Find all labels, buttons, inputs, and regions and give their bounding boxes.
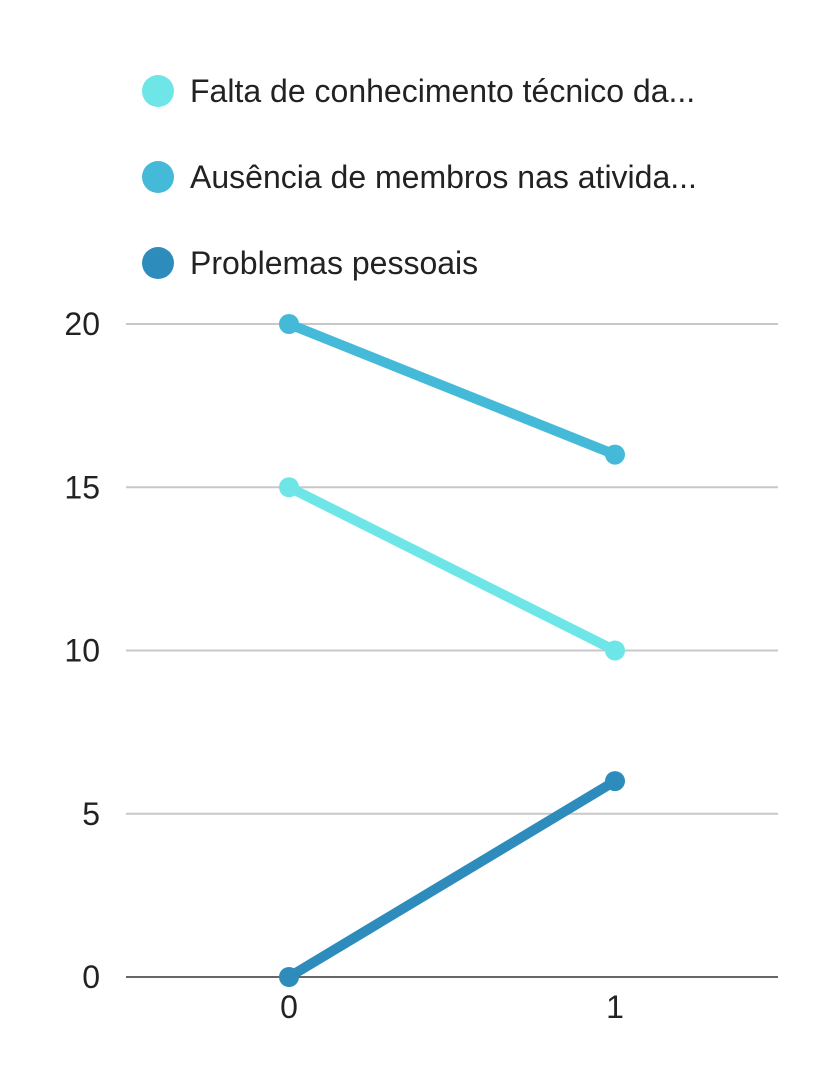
grid-layer [126, 323, 778, 978]
data-point [279, 314, 299, 334]
legend-label: Problemas pessoais [190, 244, 479, 281]
data-point [605, 444, 625, 465]
legend-item-series-3: Problemas pessoais [142, 238, 802, 288]
y-tick-label: 5 [82, 796, 100, 832]
legend-marker [142, 161, 174, 193]
legend-marker [142, 247, 174, 279]
x-tick-label: 0 [280, 989, 298, 1025]
x-tick-label: 1 [606, 989, 624, 1025]
data-point [279, 477, 299, 498]
legend-label: Ausência de membros nas ativida... [190, 158, 697, 195]
series-line-2 [284, 319, 620, 460]
data-point [279, 967, 299, 987]
series-layer [279, 314, 625, 987]
data-point [605, 771, 625, 792]
legend-item-series-2: Ausência de membros nas ativida... [142, 152, 802, 202]
y-tick-label: 20 [64, 306, 100, 342]
y-tick-label: 0 [82, 959, 100, 995]
axis-layer: 0 5 10 15 20 0 1 [64, 306, 623, 1025]
legend-marker [142, 75, 174, 107]
series-line-1 [284, 482, 620, 656]
series-line-3 [284, 776, 620, 982]
y-tick-label: 15 [64, 469, 100, 505]
legend: Falta de conhecimento técnico da... Ausê… [142, 66, 802, 324]
legend-item-series-1: Falta de conhecimento técnico da... [142, 66, 802, 116]
legend-label: Falta de conhecimento técnico da... [190, 72, 696, 109]
y-tick-label: 10 [64, 633, 100, 669]
data-point [605, 640, 625, 661]
